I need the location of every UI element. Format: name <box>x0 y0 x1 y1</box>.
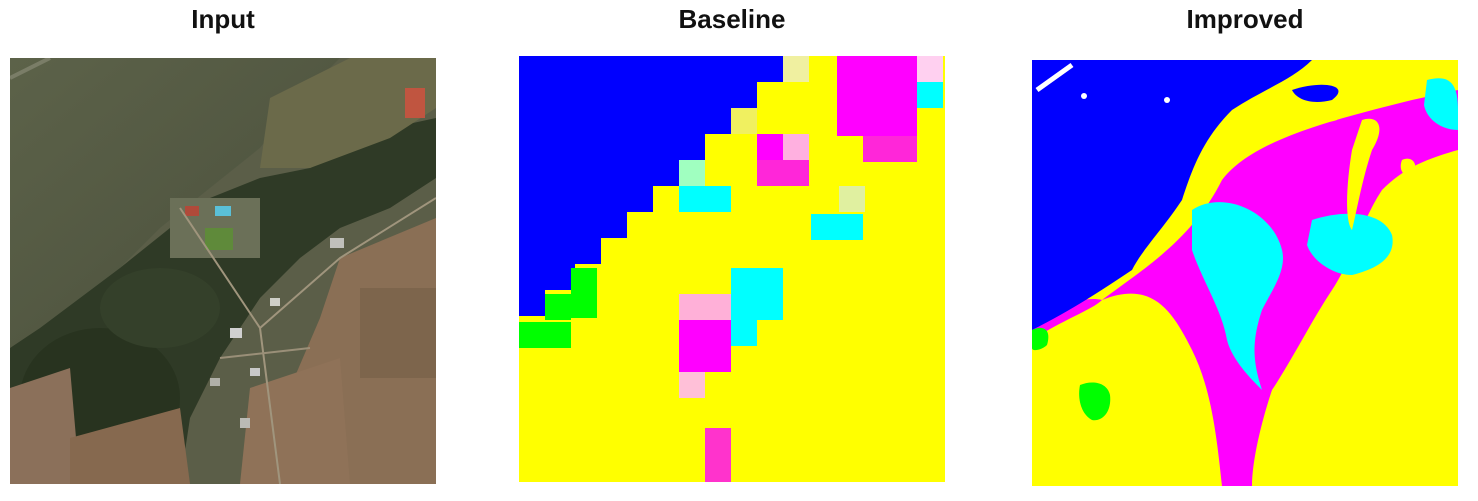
panel-title-baseline: Baseline <box>678 4 786 34</box>
improved-segmentation-map <box>1032 60 1458 486</box>
baseline-segmentation-map <box>519 56 945 482</box>
panel-title-improved: Improved <box>1186 4 1304 34</box>
panel-title-input: Input <box>191 4 255 34</box>
panel-improved: Improved <box>1030 0 1460 501</box>
panel-input: Input <box>8 0 438 501</box>
panel-baseline: Baseline <box>518 0 946 501</box>
satellite-image <box>10 58 436 484</box>
